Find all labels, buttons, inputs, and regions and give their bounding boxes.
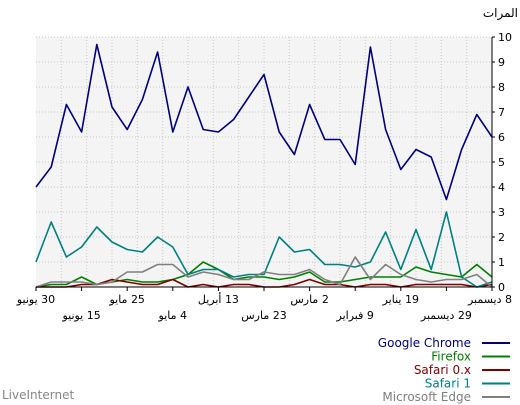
series-line-google-chrome: [35, 43, 493, 201]
legend-label: Microsoft Edge: [382, 390, 471, 404]
x-tick-label: 25 مايو: [108, 293, 144, 306]
x-tick-label: 9 فبراير: [336, 309, 374, 322]
y-tick-label: 8: [498, 81, 505, 94]
x-tick-label: 8 ديسمبر: [467, 293, 512, 306]
x-tick-label: 15 يونيو: [61, 309, 100, 322]
y-tick-label: 1: [498, 256, 505, 269]
y-tick-label: 0: [498, 281, 505, 294]
x-tick-label: 23 مارس: [241, 309, 286, 322]
x-tick-label: 30 يونيو: [16, 293, 55, 306]
x-tick-label: 13 أبريل: [198, 292, 239, 306]
y-tick-labels: 0 1 2 3 4 5 6 7 8 9 10: [492, 31, 512, 294]
watermark: LiveInternet: [2, 388, 74, 402]
legend-label: Safari 0.x: [414, 363, 471, 377]
y-axis-label: المرات: [483, 6, 518, 21]
y-tick-label: 4: [498, 181, 505, 194]
legend-label: Firefox: [431, 350, 471, 364]
grid: [36, 36, 492, 287]
series-line-safari-1: [35, 211, 493, 288]
x-tick-label: 4 مايو: [158, 309, 187, 322]
y-tick-label: 6: [498, 131, 505, 144]
y-tick-label: 10: [498, 31, 512, 44]
x-tick-label: 2 مارس: [290, 293, 328, 306]
legend-label: Safari 1: [425, 377, 471, 391]
y-tick-label: 7: [498, 106, 505, 119]
x-tick-label: 19 يناير: [382, 293, 419, 306]
series-lines: [35, 43, 493, 288]
legend-label: Google Chrome: [378, 336, 471, 350]
y-tick-label: 9: [498, 56, 505, 69]
series-line-microsoft-edge: [35, 256, 493, 288]
y-tick-label: 5: [498, 156, 505, 169]
y-tick-label: 2: [498, 231, 505, 244]
x-tick-label: 29 ديسمبر: [420, 309, 472, 322]
y-tick-label: 3: [498, 206, 505, 219]
